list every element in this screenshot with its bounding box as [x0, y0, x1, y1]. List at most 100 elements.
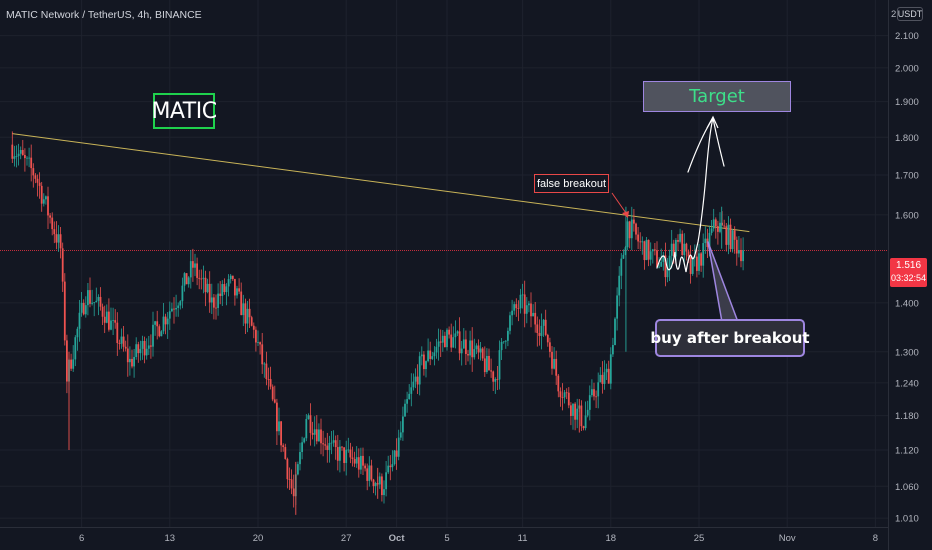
candle-body [282, 445, 285, 448]
candle-body [465, 339, 467, 354]
candle-body [324, 444, 327, 446]
candle-body [273, 399, 276, 403]
candle-body [166, 318, 169, 325]
candle-body [192, 261, 194, 268]
candle-body [307, 415, 310, 419]
candle-body [257, 342, 259, 344]
candle-body [500, 341, 503, 351]
candle-body [301, 442, 303, 453]
candle-body [189, 261, 192, 278]
candle-body [255, 329, 257, 343]
candle-body [645, 239, 648, 261]
candle-body [76, 328, 79, 338]
candle-body [738, 250, 740, 254]
candle-body [490, 370, 492, 372]
candle-body [234, 279, 236, 296]
candle-body [252, 325, 255, 330]
currency-badge[interactable]: USDT [897, 7, 923, 21]
candle-body [679, 233, 681, 242]
candle-body [297, 464, 299, 475]
candle-body [593, 389, 595, 397]
candle-body [546, 334, 549, 343]
descending-trendline [12, 133, 750, 233]
candle-body [557, 375, 560, 392]
candle-body [708, 232, 711, 248]
candle-body [486, 355, 488, 373]
candle-body [353, 459, 356, 464]
candle-body [263, 363, 266, 365]
candle-body [93, 302, 96, 303]
candle-body [179, 301, 182, 306]
candle-body [742, 250, 744, 262]
candle-body [219, 293, 222, 296]
y-tick-label: 1.010 [895, 514, 919, 525]
candle-body [649, 251, 652, 260]
candle-body [662, 255, 665, 262]
candle-body [496, 379, 499, 380]
candle-body [410, 387, 413, 394]
candle-body [420, 354, 423, 357]
candle-body [204, 277, 207, 293]
candle-body [55, 234, 58, 243]
candle-body [133, 357, 135, 367]
candle-body [622, 254, 625, 259]
candle-body [513, 304, 516, 311]
annotation-arrows [611, 115, 739, 323]
candle-body [387, 465, 390, 473]
candle-body [651, 249, 654, 252]
candle-body [612, 345, 614, 355]
candle-body [171, 308, 173, 312]
candle-body [57, 234, 60, 243]
candle-body [714, 219, 717, 227]
candle-body [467, 353, 469, 356]
candle-body [483, 358, 486, 373]
candle-body [502, 341, 505, 343]
candle-body [370, 465, 373, 480]
symbol-title[interactable]: MATIC Network / TetherUS, 4h, BINANCE [6, 9, 202, 21]
candle-body [563, 392, 566, 398]
candle-body [187, 277, 190, 285]
candle-body [601, 374, 604, 384]
candle-body [717, 226, 719, 232]
candle-body [607, 368, 610, 384]
candle-body [34, 175, 37, 179]
candle-body [511, 310, 513, 316]
candle-body [183, 273, 186, 286]
candle-body [519, 294, 522, 309]
candle-body [208, 283, 211, 303]
candle-body [326, 445, 329, 450]
candle-body [456, 331, 459, 334]
candle-body [303, 438, 306, 443]
candle-body [635, 223, 637, 235]
candle-body [383, 489, 385, 496]
candle-body [213, 297, 215, 308]
candle-body [677, 240, 679, 242]
candle-body [572, 403, 574, 416]
y-tick-label: 1.400 [895, 298, 919, 309]
candle-body [156, 321, 159, 327]
x-tick-label: 6 [79, 533, 84, 544]
candle-body [332, 440, 335, 443]
projected-path [656, 117, 714, 273]
candle-body [158, 326, 161, 337]
candle-body [469, 340, 471, 356]
candle-body [45, 196, 47, 200]
candle-body [236, 288, 238, 296]
candle-body [215, 307, 217, 309]
candle-body [42, 199, 45, 204]
candle-body [118, 343, 121, 344]
candle-body [618, 275, 621, 296]
candle-body [160, 331, 163, 337]
candle-body [343, 447, 345, 463]
candle-body [565, 392, 568, 394]
candle-body [683, 243, 686, 256]
candle-body [576, 408, 579, 420]
candle-body [670, 243, 673, 256]
candle-body [305, 418, 308, 439]
candle-body [372, 479, 375, 487]
candle-body [105, 311, 108, 323]
candle-body [540, 325, 543, 336]
candle-body [584, 415, 587, 429]
